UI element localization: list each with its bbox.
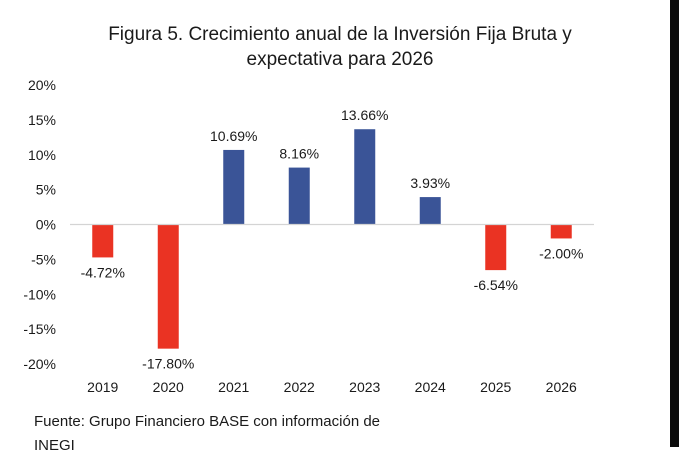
y-tick-label: 10%: [28, 147, 56, 163]
y-tick-label: -10%: [23, 286, 56, 302]
x-tick-label: 2019: [87, 379, 118, 395]
chart-title-line-1: Figura 5. Crecimiento anual de la Invers…: [108, 24, 572, 45]
source-line-1: Fuente: Grupo Financiero BASE con inform…: [34, 413, 381, 430]
bar-2026: [550, 224, 572, 239]
data-label-2022: 8.16%: [279, 146, 319, 162]
x-tick-label: 2021: [218, 379, 249, 395]
source-note: Fuente: Grupo Financiero BASE con inform…: [34, 410, 454, 458]
data-label-2019: -4.72%: [81, 264, 125, 280]
data-label-2024: 3.93%: [410, 175, 450, 191]
source-line-2: INEGI: [34, 437, 75, 454]
x-tick-label: 2020: [153, 379, 184, 395]
y-axis: 20% 15% 10% 5% 0% -5% -10% -15% -20%: [23, 77, 56, 372]
chart-figure: Figura 5. Crecimiento anual de la Invers…: [23, 0, 679, 454]
x-axis: 2019 2020 2021 2022 2023 2024 2025 2026: [87, 379, 577, 395]
x-tick-label: 2022: [284, 379, 315, 395]
bar-2021: [223, 149, 245, 225]
data-labels: -4.72% -17.80% 10.69% 8.16% 13.66% 3.93% -6.54…: [81, 107, 584, 371]
chart-title: Figura 5. Crecimiento anual de la Invers…: [60, 22, 620, 72]
y-tick-label: -20%: [23, 356, 56, 372]
x-tick-label: 2023: [349, 379, 380, 395]
y-tick-label: 20%: [28, 77, 56, 93]
bar-chart: 20% 15% 10% 5% 0% -5% -10% -15% -20% -4.72% -17.8…: [23, 77, 594, 395]
y-tick-label: -15%: [23, 321, 56, 337]
bar-2022: [288, 167, 310, 225]
page-edge: [670, 0, 679, 447]
data-label-2021: 10.69%: [210, 128, 257, 144]
x-tick-label: 2026: [546, 379, 577, 395]
data-label-2026: -2.00%: [539, 245, 583, 261]
chart-title-line-2: expectativa para 2026: [246, 49, 434, 70]
y-tick-label: -5%: [31, 251, 56, 267]
bar-2019: [92, 224, 114, 258]
data-label-2025: -6.54%: [474, 277, 518, 293]
y-tick-label: 5%: [36, 182, 56, 198]
bar-2023: [354, 129, 376, 225]
y-tick-label: 15%: [28, 112, 56, 128]
bars-group: [92, 129, 572, 349]
data-label-2020: -17.80%: [142, 356, 194, 372]
x-tick-label: 2024: [415, 379, 446, 395]
y-tick-label: 0%: [36, 217, 56, 233]
data-label-2023: 13.66%: [341, 107, 388, 123]
bar-2025: [485, 224, 507, 271]
x-tick-label: 2025: [480, 379, 511, 395]
bar-2020: [157, 224, 179, 349]
bar-2024: [419, 197, 441, 225]
